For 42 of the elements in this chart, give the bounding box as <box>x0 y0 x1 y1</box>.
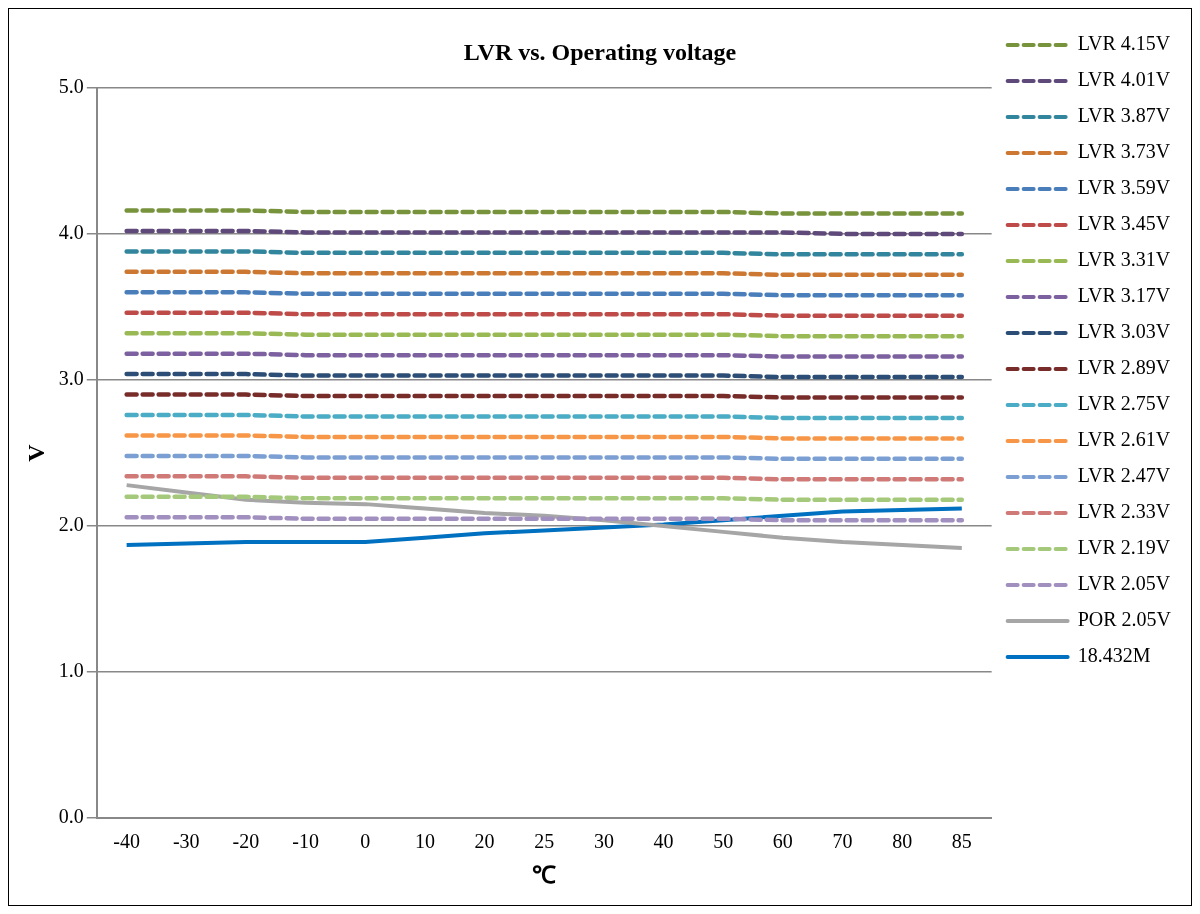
x-axis-title: ℃ <box>532 861 557 888</box>
x-tick-label: 20 <box>474 830 495 853</box>
legend-label: POR 2.05V <box>1077 608 1172 631</box>
x-tick-label: 60 <box>772 830 793 853</box>
legend-label: LVR 2.47V <box>1077 464 1171 487</box>
y-tick-label: 2.0 <box>58 513 84 536</box>
x-tick-label: 50 <box>713 830 734 853</box>
legend-label: LVR 2.89V <box>1077 356 1171 379</box>
x-tick-label: 30 <box>593 830 614 853</box>
x-tick-label: -30 <box>172 830 200 853</box>
legend-label: LVR 3.03V <box>1077 320 1171 343</box>
y-tick-label: 5.0 <box>58 75 84 98</box>
y-tick-label: 0.0 <box>58 805 84 828</box>
x-tick-label: -40 <box>113 830 140 853</box>
legend-label: LVR 3.87V <box>1077 104 1171 127</box>
x-tick-label: 0 <box>360 830 371 853</box>
legend-label: LVR 3.59V <box>1077 176 1171 199</box>
chart-title: LVR vs. Operating voltage <box>463 38 737 65</box>
legend-label: LVR 2.33V <box>1077 500 1171 523</box>
legend-label: LVR 4.15V <box>1077 32 1171 55</box>
legend-label: LVR 2.05V <box>1077 572 1171 595</box>
y-tick-label: 3.0 <box>58 367 84 390</box>
legend-label: LVR 3.31V <box>1077 248 1171 271</box>
legend-label: LVR 3.73V <box>1077 140 1171 163</box>
y-tick-label: 4.0 <box>58 221 84 244</box>
x-tick-label: 25 <box>534 830 555 853</box>
x-tick-label: 70 <box>832 830 853 853</box>
x-tick-label: -20 <box>232 830 260 853</box>
legend-label: LVR 4.01V <box>1077 68 1171 91</box>
legend-label: LVR 2.75V <box>1077 392 1171 415</box>
x-tick-label: -10 <box>292 830 319 853</box>
x-tick-label: 85 <box>951 830 972 853</box>
y-tick-label: 1.0 <box>58 659 84 682</box>
x-tick-label: 80 <box>892 830 913 853</box>
legend-label: 18.432M <box>1077 644 1151 667</box>
legend-label: LVR 3.17V <box>1077 284 1171 307</box>
legend-label: LVR 3.45V <box>1077 212 1171 235</box>
x-tick-label: 10 <box>414 830 435 853</box>
y-axis-title: V <box>22 443 49 462</box>
legend-label: LVR 2.61V <box>1077 428 1171 451</box>
x-tick-label: 40 <box>653 830 674 853</box>
legend-label: LVR 2.19V <box>1077 536 1171 559</box>
